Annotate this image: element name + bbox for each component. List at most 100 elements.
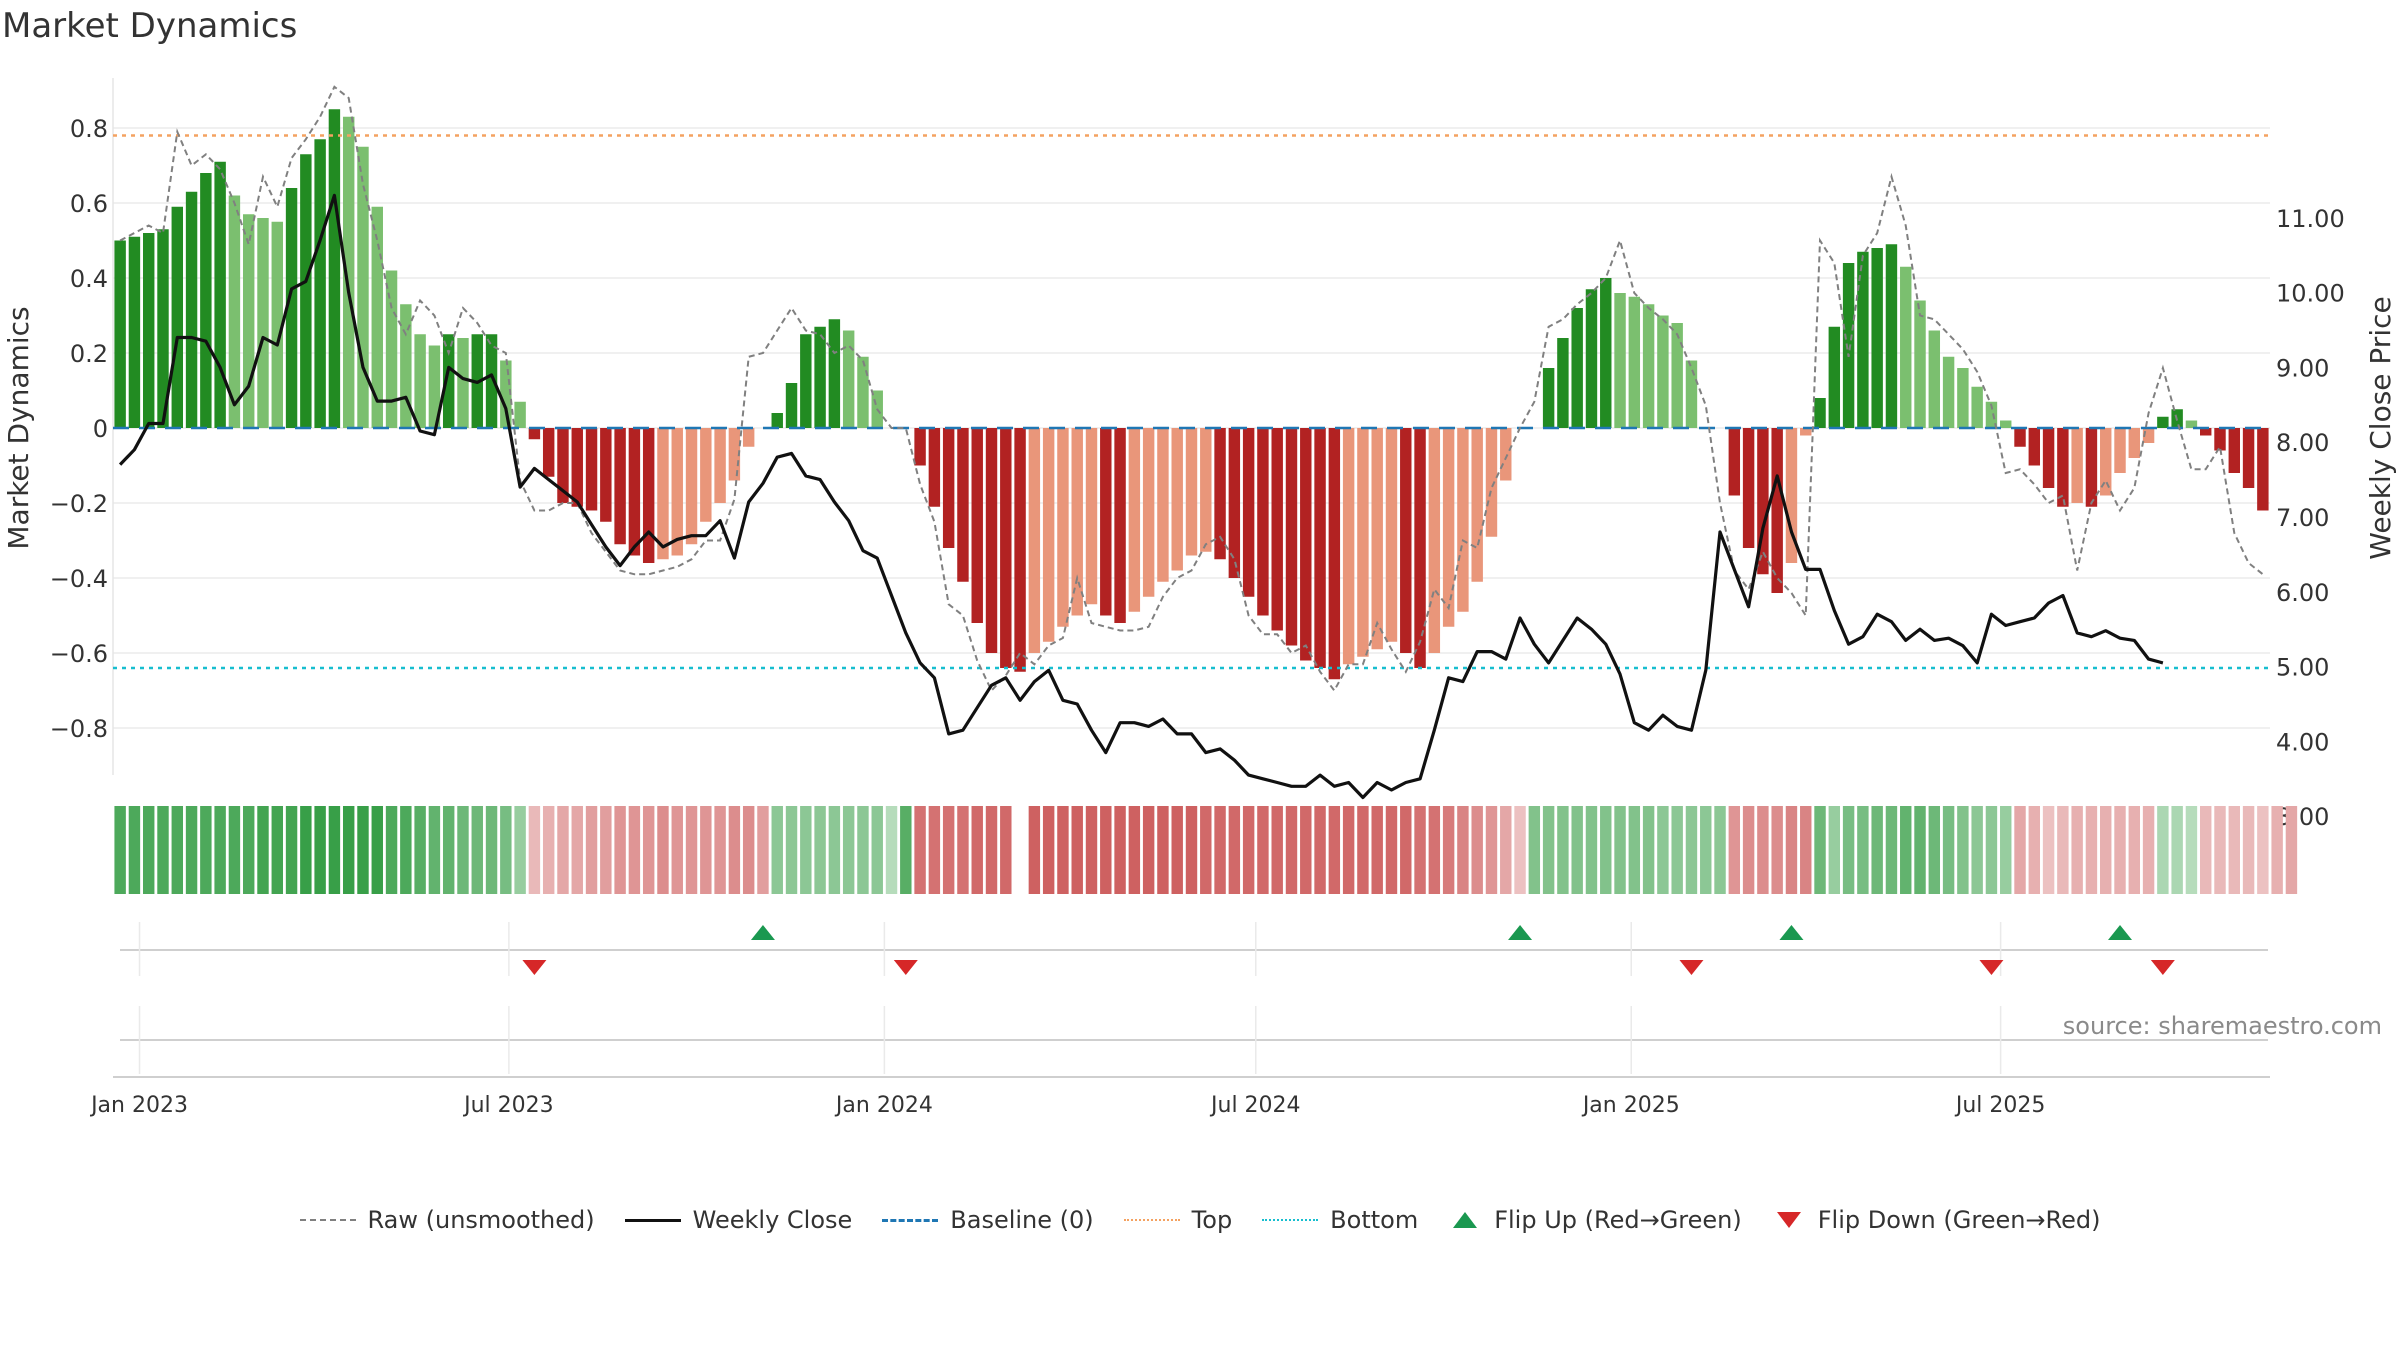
regime-cell <box>1085 806 1098 894</box>
dynamics-bar <box>1200 428 1212 552</box>
regime-cell <box>671 806 683 894</box>
source-note: source: sharemaestro.com <box>2062 1012 2382 1040</box>
regime-cell <box>2100 806 2112 894</box>
y2-tick-label: 11.00 <box>2276 205 2345 233</box>
dynamics-bar <box>957 428 969 582</box>
regime-cell <box>1314 806 1326 894</box>
regime-cell <box>1614 806 1626 894</box>
dynamics-bar <box>357 146 369 428</box>
dynamics-bar <box>2142 428 2155 443</box>
triangle-down-icon <box>1776 1212 1801 1228</box>
regime-cell <box>271 806 283 894</box>
regime-cell <box>2042 806 2055 894</box>
dynamics-bar <box>942 428 955 548</box>
dynamics-bar <box>685 428 698 545</box>
dynamics-bar <box>1957 368 1969 428</box>
regime-cell <box>485 806 498 894</box>
weekly-close-line <box>118 193 2164 800</box>
y-tick-label: −0.4 <box>50 565 108 593</box>
regime-cell <box>1757 806 1769 894</box>
dynamics-bar <box>1971 386 1983 428</box>
dynamics-bar <box>1085 428 1098 605</box>
y-axis-ticks: 0.8 0.6 0.4 0.2 0 −0.2 −0.4 −0.6 −0.8 <box>50 115 108 743</box>
y-tick-label: 0.6 <box>70 190 108 218</box>
dynamics-bar <box>1157 428 1169 582</box>
x-tick-label: Jan 2025 <box>1581 1093 1680 1118</box>
dynamics-bar <box>2057 428 2069 507</box>
regime-cell <box>385 806 398 894</box>
y-tick-label: −0.2 <box>50 490 108 518</box>
regime-cell <box>928 806 941 894</box>
regime-cell <box>1814 806 1826 894</box>
y2-tick-label: 7.00 <box>2276 504 2329 532</box>
regime-cell <box>514 806 526 894</box>
regime-cell <box>1885 806 1898 894</box>
y-axis-label: Market Dynamics <box>2 306 35 549</box>
regime-cell <box>142 806 155 894</box>
legend-item-bottom: Bottom <box>1262 1206 1418 1234</box>
legend-swatch <box>1262 1208 1319 1232</box>
dynamics-bar <box>600 428 612 522</box>
regime-cell <box>214 806 226 894</box>
dynamics-bar <box>2085 428 2098 507</box>
dynamics-bar <box>385 270 398 428</box>
regime-cell <box>1671 806 1683 894</box>
dynamics-bar <box>1471 428 1483 582</box>
x-tick-label: Jan 2024 <box>834 1093 933 1118</box>
regime-cell <box>1157 806 1169 894</box>
y2-tick-label: 10.00 <box>2276 280 2345 308</box>
dynamics-bar <box>785 383 798 428</box>
dynamics-bar <box>1757 428 1769 575</box>
flip-down-marker <box>2150 960 2175 975</box>
dynamics-bar <box>2028 428 2041 466</box>
dynamics-bar <box>1771 428 1783 593</box>
legend-item-baseline: Baseline (0) <box>882 1206 1094 1234</box>
dynamics-bar <box>557 428 569 503</box>
regime-cell <box>342 806 355 894</box>
dynamics-bar <box>2242 428 2255 488</box>
regime-cell <box>885 806 898 894</box>
regime-cell <box>1257 806 1269 894</box>
regime-cell <box>585 806 598 894</box>
regime-cell <box>1042 806 1055 894</box>
regime-cell <box>471 806 483 894</box>
regime-cell <box>1514 806 1526 894</box>
regime-cell <box>228 806 241 894</box>
dynamics-bar <box>442 334 455 428</box>
dynamics-bar <box>714 428 726 503</box>
regime-cell <box>2085 806 2098 894</box>
regime-cell <box>2114 806 2126 894</box>
dynamics-bar <box>514 401 526 428</box>
regime-cell <box>2285 806 2298 894</box>
regime-cell <box>400 806 412 894</box>
regime-cell <box>957 806 969 894</box>
dynamics-bar <box>585 428 598 511</box>
dynamics-bar <box>857 356 869 428</box>
regime-cell <box>1857 806 1869 894</box>
flip-down-marker <box>522 960 547 975</box>
dynamics-bar <box>914 428 926 466</box>
regime-cell <box>1114 806 1126 894</box>
regime-cell <box>1485 806 1498 894</box>
dynamics-bar <box>2114 428 2126 473</box>
dynamics-bar <box>671 428 683 556</box>
regime-cell <box>1414 806 1426 894</box>
dynamics-bar <box>971 428 983 623</box>
regime-cell <box>685 806 698 894</box>
regime-cell <box>1728 806 1741 894</box>
dynamics-bar <box>171 206 183 428</box>
dynamics-bar <box>2157 416 2169 428</box>
regime-cell <box>114 806 126 894</box>
dynamics-bar <box>1242 428 1255 597</box>
dynamics-bar <box>814 326 826 428</box>
dynamics-bar <box>1171 428 1183 571</box>
regime-cell <box>1500 806 1512 894</box>
y-tick-label: 0.2 <box>70 340 108 368</box>
regime-cell <box>1228 806 1241 894</box>
dynamics-bar <box>1571 308 1583 428</box>
dynamics-bar <box>1357 428 1369 657</box>
regime-cell <box>785 806 798 894</box>
regime-cell <box>2000 806 2012 894</box>
dynamics-bar <box>742 428 755 447</box>
regime-cell <box>1214 806 1226 894</box>
